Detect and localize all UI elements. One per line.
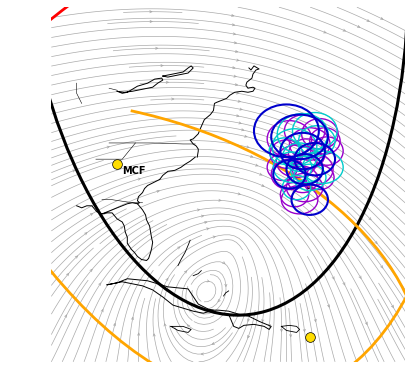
FancyArrowPatch shape xyxy=(171,98,173,100)
FancyArrowPatch shape xyxy=(261,320,263,322)
FancyArrowPatch shape xyxy=(75,256,77,258)
FancyArrowPatch shape xyxy=(358,276,360,278)
FancyArrowPatch shape xyxy=(388,322,390,324)
FancyArrowPatch shape xyxy=(166,81,168,83)
FancyArrowPatch shape xyxy=(64,315,66,317)
FancyArrowPatch shape xyxy=(165,278,168,281)
FancyArrowPatch shape xyxy=(327,305,329,307)
FancyArrowPatch shape xyxy=(137,333,139,335)
FancyArrowPatch shape xyxy=(239,108,241,110)
FancyArrowPatch shape xyxy=(233,75,236,77)
FancyArrowPatch shape xyxy=(261,184,263,186)
FancyArrowPatch shape xyxy=(238,122,241,124)
FancyArrowPatch shape xyxy=(149,11,151,13)
FancyArrowPatch shape xyxy=(232,33,235,35)
FancyArrowPatch shape xyxy=(235,51,237,52)
FancyArrowPatch shape xyxy=(201,353,203,355)
FancyArrowPatch shape xyxy=(255,164,257,166)
FancyArrowPatch shape xyxy=(293,159,296,161)
FancyArrowPatch shape xyxy=(232,66,234,69)
FancyArrowPatch shape xyxy=(390,305,392,307)
FancyArrowPatch shape xyxy=(237,193,240,195)
FancyArrowPatch shape xyxy=(189,310,192,312)
FancyArrowPatch shape xyxy=(313,319,315,322)
FancyArrowPatch shape xyxy=(120,227,123,229)
FancyArrowPatch shape xyxy=(90,213,92,215)
FancyArrowPatch shape xyxy=(374,241,376,244)
FancyArrowPatch shape xyxy=(213,236,215,238)
FancyArrowPatch shape xyxy=(364,322,367,324)
FancyArrowPatch shape xyxy=(160,65,163,67)
FancyArrowPatch shape xyxy=(211,342,214,344)
FancyArrowPatch shape xyxy=(164,324,166,326)
FancyArrowPatch shape xyxy=(153,334,155,336)
FancyArrowPatch shape xyxy=(177,247,179,249)
FancyArrowPatch shape xyxy=(303,329,305,332)
FancyArrowPatch shape xyxy=(234,83,237,86)
FancyArrowPatch shape xyxy=(379,265,382,268)
FancyArrowPatch shape xyxy=(236,59,238,61)
FancyArrowPatch shape xyxy=(234,42,236,44)
FancyArrowPatch shape xyxy=(207,280,209,282)
FancyArrowPatch shape xyxy=(366,20,369,21)
FancyArrowPatch shape xyxy=(232,24,234,26)
FancyArrowPatch shape xyxy=(331,277,333,279)
FancyArrowPatch shape xyxy=(280,329,282,331)
FancyArrowPatch shape xyxy=(236,92,238,94)
FancyArrowPatch shape xyxy=(197,209,199,211)
FancyArrowPatch shape xyxy=(184,271,186,273)
FancyArrowPatch shape xyxy=(138,178,140,180)
FancyArrowPatch shape xyxy=(187,325,190,327)
FancyArrowPatch shape xyxy=(113,324,115,326)
FancyArrowPatch shape xyxy=(131,317,133,320)
FancyArrowPatch shape xyxy=(84,233,87,235)
FancyArrowPatch shape xyxy=(246,146,248,148)
FancyArrowPatch shape xyxy=(249,155,252,158)
FancyArrowPatch shape xyxy=(236,115,238,117)
FancyArrowPatch shape xyxy=(231,14,233,17)
FancyArrowPatch shape xyxy=(107,146,109,148)
FancyArrowPatch shape xyxy=(150,20,152,23)
FancyArrowPatch shape xyxy=(217,299,220,302)
FancyArrowPatch shape xyxy=(222,262,224,264)
FancyArrowPatch shape xyxy=(98,283,100,286)
Text: MCF: MCF xyxy=(122,166,145,176)
FancyArrowPatch shape xyxy=(66,273,68,276)
FancyArrowPatch shape xyxy=(379,17,382,19)
FancyArrowPatch shape xyxy=(247,319,249,321)
FancyArrowPatch shape xyxy=(156,190,159,193)
FancyArrowPatch shape xyxy=(243,314,245,317)
FancyArrowPatch shape xyxy=(268,324,270,327)
FancyArrowPatch shape xyxy=(206,228,209,230)
FancyArrowPatch shape xyxy=(72,170,75,172)
FancyArrowPatch shape xyxy=(201,215,203,217)
FancyArrowPatch shape xyxy=(323,31,325,33)
FancyArrowPatch shape xyxy=(342,282,344,285)
FancyArrowPatch shape xyxy=(90,269,92,272)
FancyArrowPatch shape xyxy=(247,335,249,338)
FancyArrowPatch shape xyxy=(356,25,359,27)
FancyArrowPatch shape xyxy=(244,135,246,137)
FancyArrowPatch shape xyxy=(342,29,345,31)
FancyArrowPatch shape xyxy=(259,173,261,175)
FancyArrowPatch shape xyxy=(218,199,220,201)
FancyArrowPatch shape xyxy=(289,335,291,337)
FancyArrowPatch shape xyxy=(241,129,243,131)
FancyArrowPatch shape xyxy=(155,47,158,49)
FancyArrowPatch shape xyxy=(237,100,240,102)
FancyArrowPatch shape xyxy=(224,284,226,286)
FancyArrowPatch shape xyxy=(101,310,103,312)
FancyArrowPatch shape xyxy=(204,221,207,224)
FancyArrowPatch shape xyxy=(368,217,370,220)
